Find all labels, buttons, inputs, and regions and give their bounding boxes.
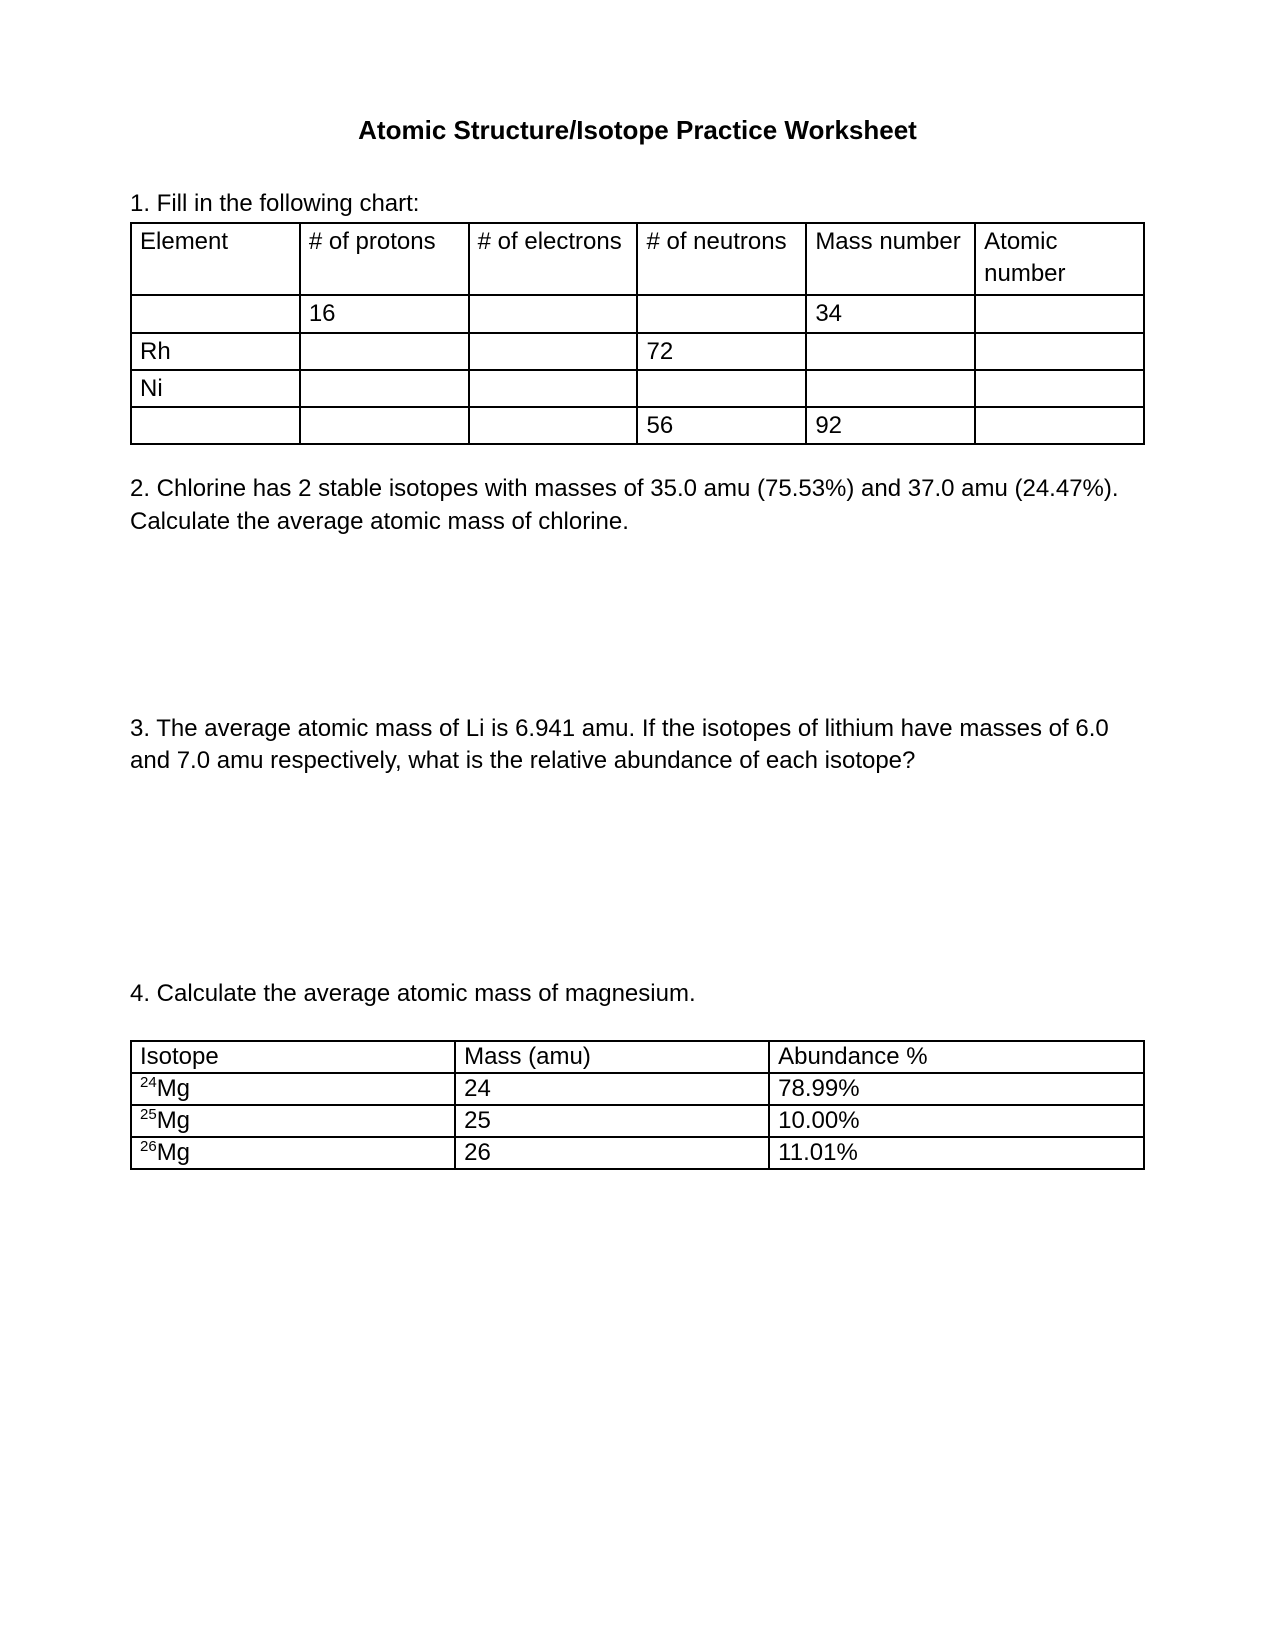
mass-number-superscript: 25 [140, 1106, 157, 1123]
q1-label: 1. Fill in the following chart: [130, 188, 1145, 220]
cell-isotope: 26Mg [131, 1137, 455, 1169]
table-row: Rh 72 [131, 333, 1144, 370]
col-electrons: # of electrons [469, 223, 638, 295]
cell: Ni [131, 370, 300, 407]
table-row: Ni [131, 370, 1144, 407]
col-mass-number: Mass number [806, 223, 975, 295]
cell [975, 370, 1144, 407]
col-neutrons: # of neutrons [637, 223, 806, 295]
cell [469, 333, 638, 370]
worksheet-page: Atomic Structure/Isotope Practice Worksh… [0, 0, 1275, 1300]
cell-mass: 25 [455, 1105, 769, 1137]
element-symbol: Mg [157, 1139, 190, 1166]
mass-number-superscript: 24 [140, 1074, 157, 1091]
cell [131, 295, 300, 332]
table-row: 56 92 [131, 407, 1144, 444]
cell [975, 333, 1144, 370]
cell [975, 407, 1144, 444]
element-symbol: Mg [157, 1075, 190, 1102]
cell [300, 407, 469, 444]
cell [637, 370, 806, 407]
cell-isotope: 25Mg [131, 1105, 455, 1137]
cell: Rh [131, 333, 300, 370]
q2-text: 2. Chlorine has 2 stable isotopes with m… [130, 473, 1145, 538]
cell [300, 333, 469, 370]
cell [975, 295, 1144, 332]
cell [806, 370, 975, 407]
cell-isotope: 24Mg [131, 1073, 455, 1105]
table-row: 16 34 [131, 295, 1144, 332]
cell [131, 407, 300, 444]
cell-abundance: 78.99% [769, 1073, 1144, 1105]
table-header-row: Element # of protons # of electrons # of… [131, 223, 1144, 295]
col-element: Element [131, 223, 300, 295]
table-row: 25Mg 25 10.00% [131, 1105, 1144, 1137]
col-protons: # of protons [300, 223, 469, 295]
cell [637, 295, 806, 332]
col-mass-amu: Mass (amu) [455, 1041, 769, 1073]
element-symbol: Mg [157, 1107, 190, 1134]
page-title: Atomic Structure/Isotope Practice Worksh… [130, 115, 1145, 146]
col-atomic-number: Atomic number [975, 223, 1144, 295]
cell: 56 [637, 407, 806, 444]
cell-mass: 24 [455, 1073, 769, 1105]
cell [469, 295, 638, 332]
cell: 16 [300, 295, 469, 332]
q4-table: Isotope Mass (amu) Abundance % 24Mg 24 7… [130, 1040, 1145, 1170]
cell-abundance: 11.01% [769, 1137, 1144, 1169]
table-row: 26Mg 26 11.01% [131, 1137, 1144, 1169]
cell: 34 [806, 295, 975, 332]
col-abundance: Abundance % [769, 1041, 1144, 1073]
cell-mass: 26 [455, 1137, 769, 1169]
table-row: 24Mg 24 78.99% [131, 1073, 1144, 1105]
mass-number-superscript: 26 [140, 1138, 157, 1155]
q3-text: 3. The average atomic mass of Li is 6.94… [130, 713, 1145, 778]
cell [469, 370, 638, 407]
cell [806, 333, 975, 370]
cell: 92 [806, 407, 975, 444]
q4-label: 4. Calculate the average atomic mass of … [130, 978, 1145, 1010]
table-header-row: Isotope Mass (amu) Abundance % [131, 1041, 1144, 1073]
cell-abundance: 10.00% [769, 1105, 1144, 1137]
cell [469, 407, 638, 444]
col-isotope: Isotope [131, 1041, 455, 1073]
cell: 72 [637, 333, 806, 370]
q1-table: Element # of protons # of electrons # of… [130, 222, 1145, 445]
cell [300, 370, 469, 407]
